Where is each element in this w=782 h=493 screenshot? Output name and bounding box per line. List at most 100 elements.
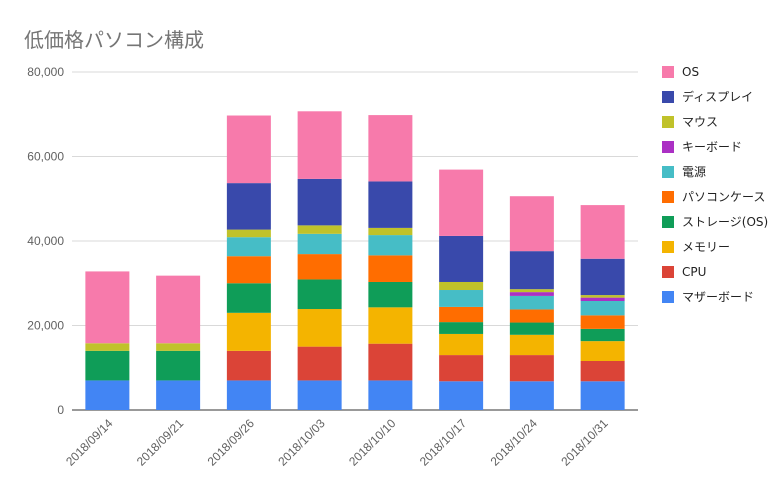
bar-segment [226,312,271,351]
bar-stack [226,115,271,410]
legend-swatch [662,141,674,153]
bar-segment [226,380,271,410]
bar-stack [85,271,130,410]
legend-item: CPU [662,265,706,279]
legend-swatch [662,66,674,78]
bar-segment [156,380,201,410]
legend-item: ディスプレイ [662,89,753,104]
bar-segment [297,380,342,410]
bar-segment [297,254,342,280]
legend-item: マウス [662,115,718,129]
legend-item: パソコンケース [662,190,765,204]
bar-stack [580,205,625,410]
bar-stack [297,111,342,410]
bar-segment [509,295,554,310]
bar-segment [368,281,413,308]
bar-stack [156,275,201,410]
bar-segment [297,233,342,255]
bar-segment [226,283,271,313]
legend-swatch [662,166,674,178]
bar-segment [439,381,484,410]
bar-segment [580,258,625,296]
bar-segment [439,306,484,323]
legend-swatch [662,266,674,278]
bar-segment [226,229,271,238]
bar-stack [509,196,554,410]
x-tick-label: 2018/10/10 [346,416,399,469]
bar-segment [580,295,625,298]
bar-segment [226,350,271,381]
y-axis-ticks: 0 20,000 40,000 60,000 80,000 [27,65,64,417]
bar-segment [156,343,201,351]
legend-label: パソコンケース [682,190,765,204]
bar-segment [509,334,554,356]
bar-segment [297,178,342,226]
bar-segment [439,169,484,236]
bar-segment [509,196,554,252]
x-axis-ticks: 2018/09/14 2018/09/21 2018/09/26 2018/10/03… [63,416,611,469]
x-tick-label: 2018/10/17 [417,416,470,469]
legend-swatch [662,291,674,303]
legend-item: メモリー [662,240,730,254]
bar-segment [368,227,413,236]
bar-segment [156,350,201,381]
bar-segment [368,380,413,410]
legend-label: OS [682,65,699,79]
legend-label: ストレージ(OS) [682,215,768,229]
y-tick-label: 0 [57,403,64,417]
legend-label: メモリー [682,240,730,254]
bar-stack [439,169,484,410]
bar-segment [580,341,625,361]
bar-segment [85,343,130,351]
legend-swatch [662,241,674,253]
chart-title: 低価格パソコン構成 [24,28,204,52]
y-tick-label: 40,000 [27,234,64,248]
legend-item: 電源 [662,165,706,179]
x-tick-label: 2018/10/03 [275,416,328,469]
bar-segment [580,381,625,410]
legend-label: キーボード [682,140,742,154]
bar-segment [368,255,413,282]
legend-label: ディスプレイ [682,89,753,104]
legend-label: 電源 [682,165,706,179]
x-tick-label: 2018/10/24 [488,416,541,469]
bar-segment [368,343,413,381]
x-tick-label: 2018/10/31 [558,416,611,469]
bar-segment [368,307,413,344]
bar-segment [439,290,484,307]
bar-segment [509,381,554,410]
legend-swatch [662,91,674,103]
bar-segment [439,355,484,382]
legend-swatch [662,216,674,228]
y-tick-label: 80,000 [27,65,64,79]
bar-segment [580,315,625,329]
legend-swatch [662,116,674,128]
bar-segment [226,256,271,284]
bar-segment [439,281,484,291]
legend-item: ストレージ(OS) [662,215,768,229]
legend-label: CPU [682,265,706,279]
bar-segment [297,279,342,310]
y-tick-label: 60,000 [27,150,64,164]
bar-stacks [85,111,625,410]
x-tick-label: 2018/09/21 [134,416,187,469]
bar-segment [297,225,342,234]
legend-item: OS [662,65,699,79]
x-tick-label: 2018/09/14 [63,416,116,469]
x-tick-label: 2018/09/26 [205,416,258,469]
bar-segment [439,322,484,334]
bar-segment [226,115,271,184]
bar-segment [297,111,342,179]
bar-segment [297,309,342,347]
bar-segment [580,360,625,382]
bar-segment [580,328,625,342]
bar-segment [509,292,554,296]
bar-segment [226,183,271,230]
legend-label: マザーボード [682,290,754,304]
bar-segment [509,309,554,323]
bar-segment [85,350,130,381]
legend-item: マザーボード [662,290,754,304]
bar-segment [580,205,625,259]
